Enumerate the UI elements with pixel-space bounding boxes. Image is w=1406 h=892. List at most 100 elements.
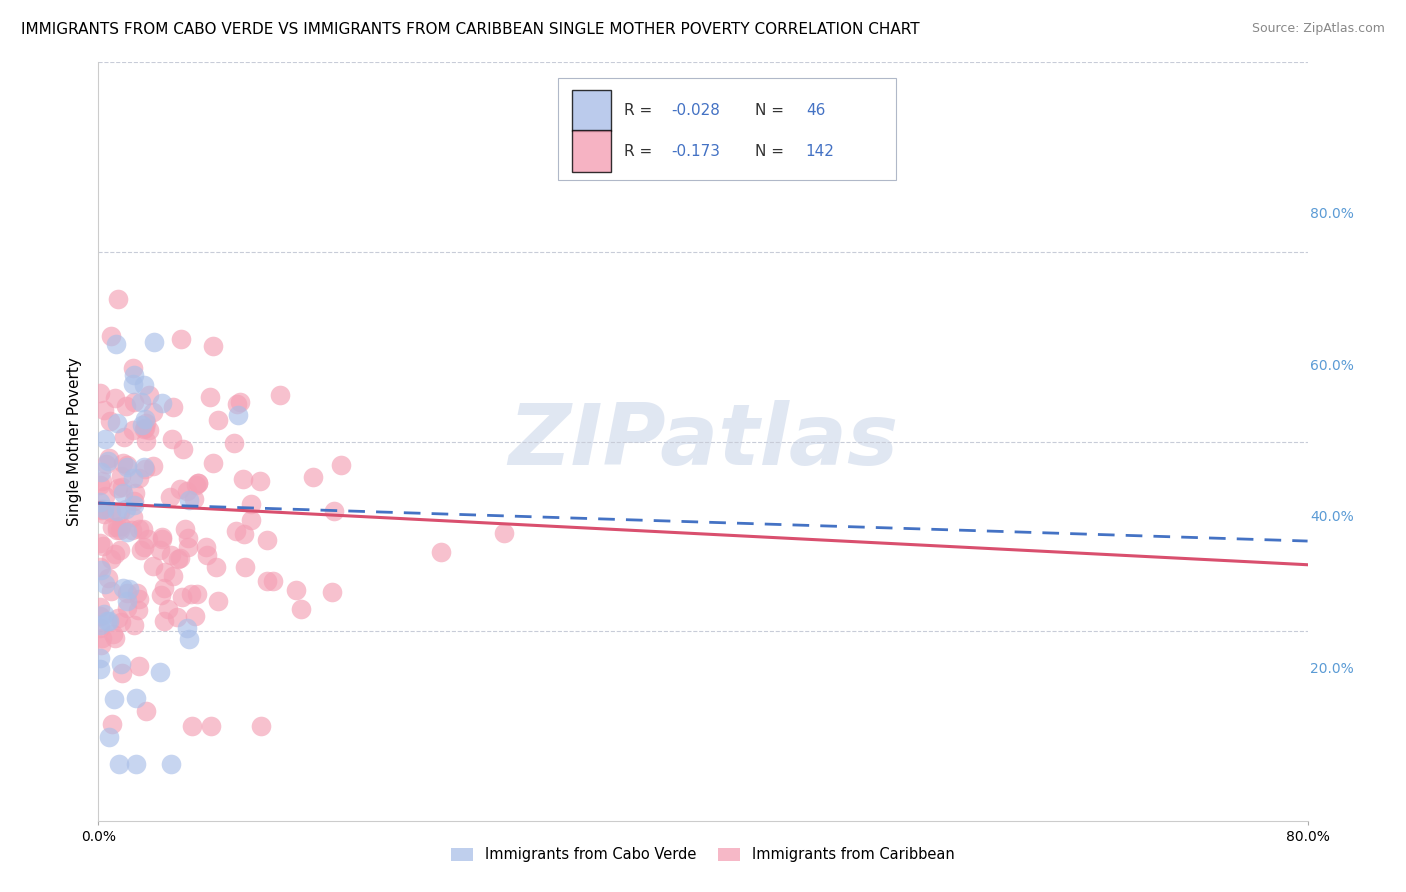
- Point: [89, 621, 111, 635]
- Point: [89, 560, 111, 574]
- Point: [150, 532, 173, 546]
- Point: [302, 470, 325, 484]
- Point: [186, 587, 208, 601]
- Text: -0.173: -0.173: [672, 144, 720, 159]
- Point: [110, 469, 132, 483]
- Point: [323, 504, 346, 518]
- Point: [187, 476, 209, 491]
- Point: [148, 542, 170, 557]
- Point: [112, 581, 135, 595]
- Point: [181, 719, 204, 733]
- Point: [229, 395, 252, 409]
- Point: [89, 386, 111, 401]
- Point: [129, 394, 152, 409]
- Point: [108, 543, 131, 558]
- Point: [249, 719, 271, 733]
- Point: [174, 522, 197, 536]
- Point: [115, 399, 138, 413]
- Point: [89, 600, 111, 615]
- Point: [89, 535, 111, 549]
- Text: N =: N =: [755, 144, 789, 159]
- Point: [110, 519, 132, 533]
- Point: [101, 520, 124, 534]
- Point: [117, 593, 139, 607]
- Point: [269, 388, 291, 402]
- FancyBboxPatch shape: [572, 89, 612, 131]
- Point: [111, 480, 134, 494]
- Text: 40.0%: 40.0%: [1310, 510, 1354, 524]
- Text: -0.028: -0.028: [672, 103, 720, 118]
- Text: Source: ZipAtlas.com: Source: ZipAtlas.com: [1251, 22, 1385, 36]
- Point: [187, 475, 209, 490]
- Text: R =: R =: [624, 144, 658, 159]
- Point: [159, 549, 181, 563]
- Point: [240, 497, 263, 511]
- Point: [100, 505, 122, 519]
- Point: [94, 489, 117, 503]
- Point: [180, 587, 202, 601]
- Text: 20.0%: 20.0%: [1310, 662, 1354, 676]
- Point: [134, 421, 156, 435]
- Point: [96, 457, 118, 471]
- FancyBboxPatch shape: [558, 78, 897, 180]
- Point: [233, 559, 256, 574]
- Point: [226, 397, 249, 411]
- Text: ZIPatlas: ZIPatlas: [508, 400, 898, 483]
- Point: [104, 548, 127, 562]
- Point: [179, 492, 201, 507]
- Text: 80.0%: 80.0%: [1310, 207, 1354, 221]
- Point: [121, 423, 143, 437]
- Point: [115, 459, 138, 474]
- Point: [132, 540, 155, 554]
- Point: [122, 361, 145, 376]
- Point: [262, 574, 284, 589]
- Point: [169, 483, 191, 497]
- Point: [207, 413, 229, 427]
- Point: [201, 339, 224, 353]
- Point: [150, 396, 173, 410]
- Point: [135, 704, 157, 718]
- Point: [112, 430, 135, 444]
- Point: [290, 602, 312, 616]
- Point: [198, 390, 221, 404]
- Point: [166, 610, 188, 624]
- Point: [201, 456, 224, 470]
- Point: [97, 572, 120, 586]
- Point: [100, 552, 122, 566]
- Point: [176, 483, 198, 498]
- Point: [89, 494, 111, 508]
- Point: [142, 558, 165, 573]
- Point: [179, 632, 201, 647]
- Point: [89, 662, 111, 676]
- Point: [89, 650, 111, 665]
- Point: [107, 610, 129, 624]
- Point: [200, 719, 222, 733]
- Point: [127, 586, 149, 600]
- Point: [128, 471, 150, 485]
- Point: [136, 533, 159, 547]
- Point: [94, 577, 117, 591]
- Point: [134, 422, 156, 436]
- Point: [330, 458, 353, 473]
- Point: [128, 592, 150, 607]
- Point: [226, 408, 249, 422]
- Point: [122, 470, 145, 484]
- Point: [284, 582, 307, 597]
- Point: [205, 559, 228, 574]
- Point: [101, 627, 124, 641]
- Point: [115, 502, 138, 516]
- Text: 60.0%: 60.0%: [1310, 359, 1354, 373]
- Text: R =: R =: [624, 103, 658, 118]
- Point: [124, 494, 146, 508]
- Point: [90, 502, 112, 516]
- Point: [110, 657, 132, 671]
- Text: IMMIGRANTS FROM CABO VERDE VS IMMIGRANTS FROM CARIBBEAN SINGLE MOTHER POVERTY CO: IMMIGRANTS FROM CABO VERDE VS IMMIGRANTS…: [21, 22, 920, 37]
- Point: [321, 584, 343, 599]
- Point: [131, 522, 153, 536]
- Point: [170, 590, 193, 604]
- Point: [105, 504, 128, 518]
- Point: [256, 533, 278, 548]
- Point: [150, 530, 173, 544]
- Point: [105, 520, 128, 534]
- Point: [131, 418, 153, 433]
